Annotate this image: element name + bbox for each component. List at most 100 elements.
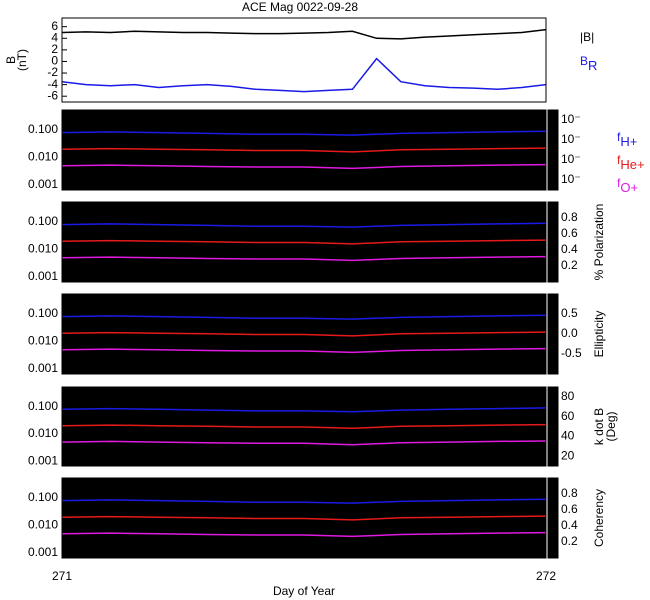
heatmap-cell	[497, 426, 547, 447]
heatmap-cell	[497, 314, 547, 335]
heatmap-cell	[400, 242, 450, 263]
series-line	[61, 407, 547, 413]
heatmap-cell	[158, 354, 208, 375]
heatmap-cell	[255, 222, 305, 243]
y-tick-label: 0.010	[28, 518, 58, 532]
heatmap-cell	[352, 294, 402, 315]
heatmap-cell	[400, 150, 450, 171]
heatmap-cell	[497, 150, 547, 171]
heatmap-cell	[449, 426, 499, 447]
legend-entry: |B|	[580, 30, 594, 44]
heatmap-cell	[255, 478, 305, 499]
y-tick-label: 0.010	[28, 426, 58, 440]
heatmap-cell	[449, 222, 499, 243]
heatmap-cell	[110, 538, 160, 559]
heatmap-cell	[255, 262, 305, 283]
heatmap-cell	[207, 222, 257, 243]
y-tick-label: 0.100	[28, 490, 58, 504]
heatmap-cell	[449, 314, 499, 335]
colorbar-tick-label: 0.8	[561, 210, 578, 224]
heatmap-cell	[62, 110, 111, 131]
heatmap-cell	[110, 222, 160, 243]
heatmap-cell	[449, 406, 499, 427]
heatmap-cell	[255, 426, 305, 447]
colorbar-label: Coherency	[592, 489, 606, 547]
heatmap-cell	[207, 314, 257, 335]
heatmap-cell	[62, 150, 111, 171]
heatmap-cell	[207, 518, 257, 539]
series-line	[61, 347, 547, 354]
heatmap-cell	[400, 538, 450, 559]
heatmap-cell	[304, 294, 353, 315]
heatmap-cell	[255, 498, 305, 519]
y-tick-label: -4	[47, 77, 58, 91]
y-tick-label: 0.001	[28, 361, 58, 375]
legend-entry: BR	[580, 54, 597, 73]
heatmap-cell	[255, 518, 305, 539]
colorbar-tick-label: 10⁻	[561, 152, 581, 166]
heatmap-cell	[158, 222, 208, 243]
heatmap-cell	[110, 294, 160, 315]
y-tick-label: 0	[51, 54, 58, 68]
legend-entry: fHe+	[617, 153, 645, 172]
heatmap-cell	[207, 478, 257, 499]
heatmap-cell	[449, 242, 499, 263]
heatmap-cell	[158, 150, 208, 171]
y-tick-label: 0.100	[28, 214, 58, 228]
heatmap-cell	[158, 498, 208, 519]
heatmap-cell	[304, 406, 353, 427]
x-tick-label: 271	[52, 569, 72, 583]
heatmap-cell	[304, 498, 353, 519]
x-axis-label: Day of Year	[273, 584, 335, 598]
heatmap-cell	[400, 130, 450, 151]
heatmap-cell	[304, 518, 353, 539]
y-tick-label: 0.001	[28, 269, 58, 283]
heatmap-cell	[207, 406, 257, 427]
heatmap-cell	[400, 354, 450, 375]
heatmap-cell	[400, 294, 450, 315]
heatmap-cell	[158, 294, 208, 315]
heatmap-cell	[207, 262, 257, 283]
heatmap-cell	[449, 294, 499, 315]
heatmap-cell	[62, 406, 111, 427]
chart-title: ACE Mag 0022-09-28	[242, 0, 358, 14]
heatmap-cell	[449, 170, 499, 191]
plot-frame	[61, 386, 547, 467]
heatmap-cell	[62, 130, 111, 151]
heatmap-cell	[158, 334, 208, 355]
series-line	[61, 130, 547, 136]
heatmap-cell	[110, 426, 160, 447]
heatmap-cell	[207, 202, 257, 223]
legend-name: |B|	[580, 30, 594, 44]
y-axis-label: (nT)	[15, 49, 29, 71]
heatmap-cell	[400, 222, 450, 243]
y-tick-label: 0.100	[28, 306, 58, 320]
series-line	[61, 314, 547, 320]
heatmap-cell	[207, 294, 257, 315]
heatmap-cell	[158, 242, 208, 263]
heatmap-cell	[62, 294, 111, 315]
heatmap-cell	[304, 242, 353, 263]
heatmap-cell	[497, 446, 547, 467]
y-tick-label: 0.100	[28, 122, 58, 136]
legend-name: f	[617, 153, 621, 167]
series-line	[61, 57, 547, 93]
series-line	[61, 222, 547, 228]
colorbar	[547, 386, 559, 467]
plot-frame	[61, 109, 547, 191]
heatmap-cell	[158, 478, 208, 499]
heatmap-cell	[497, 170, 547, 191]
colorbar-label: k dot B	[592, 408, 606, 445]
legend-subscript: O+	[620, 180, 638, 195]
heatmap-cell	[62, 478, 111, 499]
y-tick-label: 0.001	[28, 453, 58, 467]
heatmap-cell	[62, 242, 111, 263]
y-tick-label: 2	[51, 42, 58, 56]
y-tick-label: 0.010	[28, 242, 58, 256]
heatmap-cell	[304, 150, 353, 171]
series-line	[61, 255, 547, 262]
heatmap-cell	[62, 170, 111, 191]
heatmap-cell	[352, 170, 402, 191]
heatmap-cell	[449, 262, 499, 283]
heatmap-cell	[62, 426, 111, 447]
